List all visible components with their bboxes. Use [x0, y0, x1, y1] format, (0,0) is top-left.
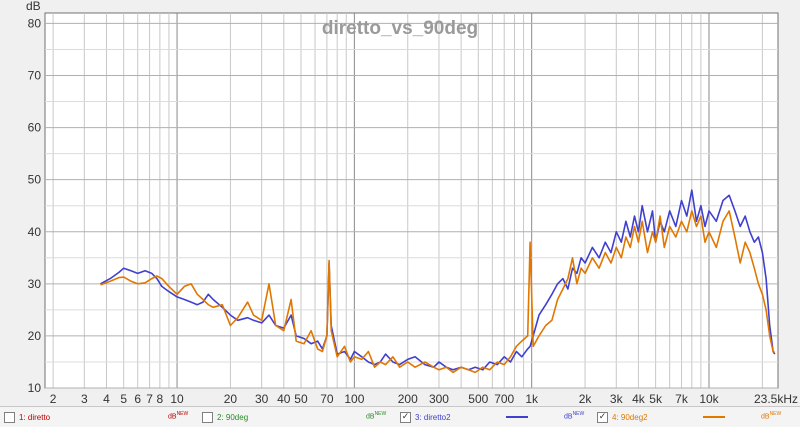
- x-tick-label: 3: [81, 392, 88, 406]
- legend-item-diretto[interactable]: 1: diretto: [4, 410, 54, 424]
- series-line-3-diretto2: [100, 189, 776, 371]
- y-tick-label: 60: [28, 121, 42, 135]
- x-tick-label: 4k: [632, 392, 646, 406]
- x-tick-label: 8: [157, 392, 164, 406]
- legend-unit: dBNEW: [761, 411, 782, 421]
- legend-item-90deg[interactable]: 2: 90deg: [202, 410, 252, 424]
- chart-title: diretto_vs_90deg: [322, 18, 478, 39]
- y-tick-label: 50: [28, 173, 42, 187]
- legend-item-90deg2[interactable]: 4: 90deg2: [597, 410, 652, 424]
- y-tick-label: 40: [28, 225, 42, 239]
- x-tick-label: 200: [398, 392, 418, 406]
- legend-swatch-90deg2: [703, 416, 725, 418]
- x-tick-label: 4: [103, 392, 110, 406]
- x-tick-label: 2k: [579, 392, 593, 406]
- x-tick-label: 23.5kHz: [754, 392, 798, 406]
- legend-checkbox-diretto[interactable]: [4, 411, 15, 423]
- legend-unit: dBNEW: [366, 411, 387, 421]
- legend-swatch-diretto2: [506, 416, 528, 418]
- legend-checkbox-90deg[interactable]: [202, 411, 213, 423]
- y-tick-label: 80: [28, 16, 42, 30]
- x-tick-label: 1k: [525, 392, 539, 406]
- legend-unit: dBNEW: [564, 411, 585, 421]
- x-tick-label: 10k: [699, 392, 719, 406]
- grid: [45, 13, 778, 389]
- legend-bar: 1: diretto dBNEW 2: 90deg dBNEW 3: diret…: [0, 406, 800, 427]
- x-tick-label: 10: [170, 392, 184, 406]
- x-tick-label: 700: [494, 392, 514, 406]
- legend-label: 1: diretto: [19, 412, 51, 422]
- x-tick-label: 300: [429, 392, 449, 406]
- x-tick-label: 3k: [610, 392, 624, 406]
- y-tick-label: 30: [28, 277, 42, 291]
- x-tick-label: 6: [134, 392, 141, 406]
- x-tick-labels: 2 3 4 5 6 7 8 10 20 30 40 50 70 100 200 300 500 700 1k 2k 3k…: [50, 392, 798, 406]
- x-tick-label: 500: [468, 392, 488, 406]
- x-tick-label: 7k: [675, 392, 689, 406]
- x-tick-label: 7: [146, 392, 153, 406]
- legend-item-diretto2[interactable]: 3: diretto2: [400, 410, 455, 424]
- series-line-4-90deg2: [100, 210, 776, 374]
- x-tick-label: 70: [320, 392, 334, 406]
- legend-label: 3: diretto2: [415, 412, 451, 422]
- y-axis-label: dB: [26, 0, 41, 13]
- y-tick-labels: 10 20 30 40 50 60 70 80: [28, 16, 42, 395]
- x-tick-label: 40: [277, 392, 291, 406]
- legend-label: 2: 90deg: [217, 412, 249, 422]
- legend-checkbox-diretto2[interactable]: [400, 411, 411, 423]
- legend-unit: dBNEW: [168, 411, 189, 421]
- x-tick-label: 2: [50, 392, 57, 406]
- y-tick-label: 20: [28, 329, 42, 343]
- y-tick-label: 10: [28, 381, 42, 395]
- plot-area: [44, 12, 779, 389]
- legend-label: 4: 90deg2: [612, 412, 648, 422]
- x-tick-label: 5k: [649, 392, 663, 406]
- x-tick-label: 30: [255, 392, 269, 406]
- x-tick-label: 20: [224, 392, 238, 406]
- legend-checkbox-90deg2[interactable]: [597, 411, 608, 423]
- y-tick-label: 70: [28, 69, 42, 83]
- x-tick-label: 5: [120, 392, 127, 406]
- x-tick-label: 100: [344, 392, 364, 406]
- x-tick-label: 50: [294, 392, 308, 406]
- series-lines: [100, 189, 776, 374]
